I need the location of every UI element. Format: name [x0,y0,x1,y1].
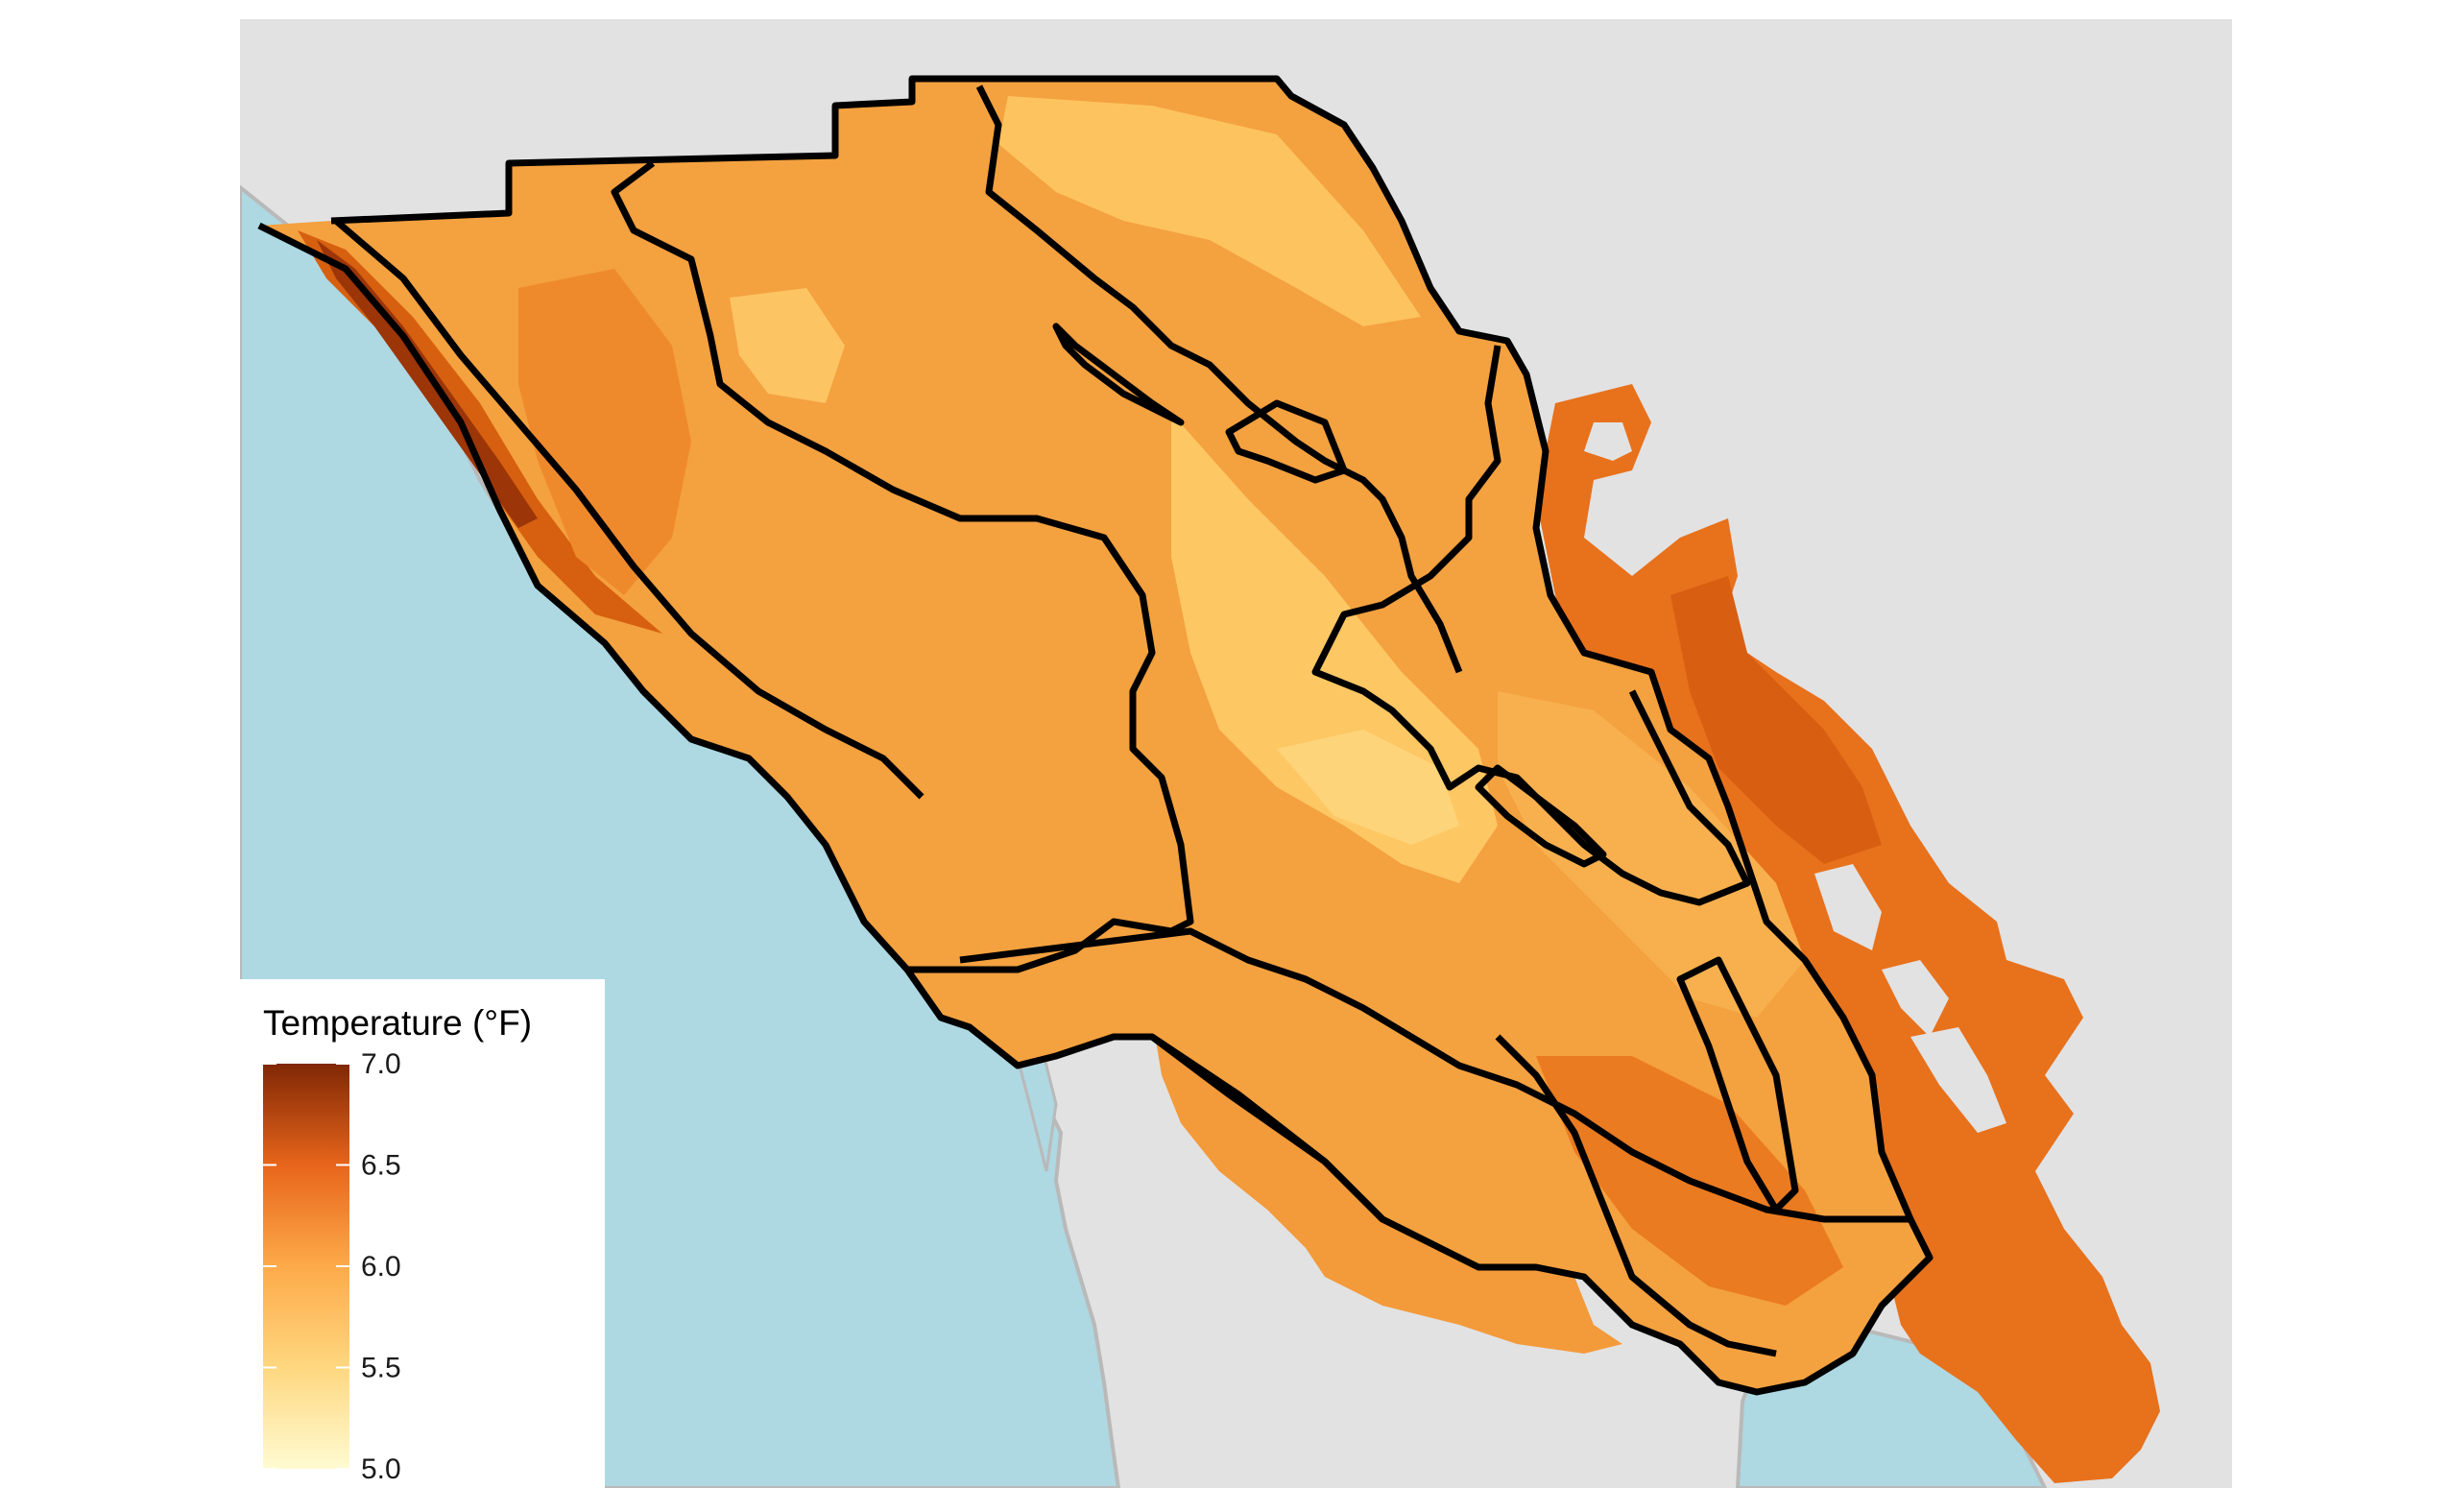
boundary-coastal-zone [333,218,925,800]
boundary-inner-loop-1 [1052,323,1185,426]
interior-mid-zone-east [1498,691,1805,1018]
legend-tick-label: 7.0 [361,1048,401,1080]
boundary-western-valley [611,160,1194,973]
coastal-darkest-strip [317,240,538,528]
eastern-gap-1 [1584,422,1632,461]
legend-colorbar [263,1064,349,1469]
eastern-gap-2 [1814,864,1882,950]
boundary-southwest-edge [1149,1034,1385,1222]
interior-light-patch-west [730,288,845,403]
legend-tick-label: 5.0 [361,1453,401,1485]
legend-title: Temperature (°F) [263,1003,532,1043]
boundary-inner-loop-2 [1225,399,1348,484]
legend-tick-label: 6.0 [361,1251,401,1283]
boundary-main-outline [257,75,1934,1396]
boundary-central-north [975,84,1463,674]
subregion-boundaries [257,75,1934,1396]
legend-tick-label: 5.5 [361,1353,401,1384]
boundary-southern-valley [959,927,1910,1223]
color-legend: Temperature (°F) 7.0 6.5 6.0 5.5 5.0 [240,979,605,1488]
boundary-eastern-spine [1311,345,1751,906]
eastern-gap-3 [1882,960,1949,1037]
interior-lightest-patch [1277,730,1459,845]
legend-ticks: 7.0 6.5 6.0 5.5 5.0 [263,1048,401,1485]
interior-darker-zone-west [518,269,691,595]
interior-light-zone-north [998,96,1421,326]
eastern-watershed-dark [1670,576,1882,864]
boundary-inner-loop-3 [1475,764,1607,868]
boundary-southern-inner [1495,1034,1777,1357]
boundary-south-loop [1676,956,1799,1213]
eastern-gap-4 [1910,1027,2006,1133]
legend-tick-label: 6.5 [361,1150,401,1182]
